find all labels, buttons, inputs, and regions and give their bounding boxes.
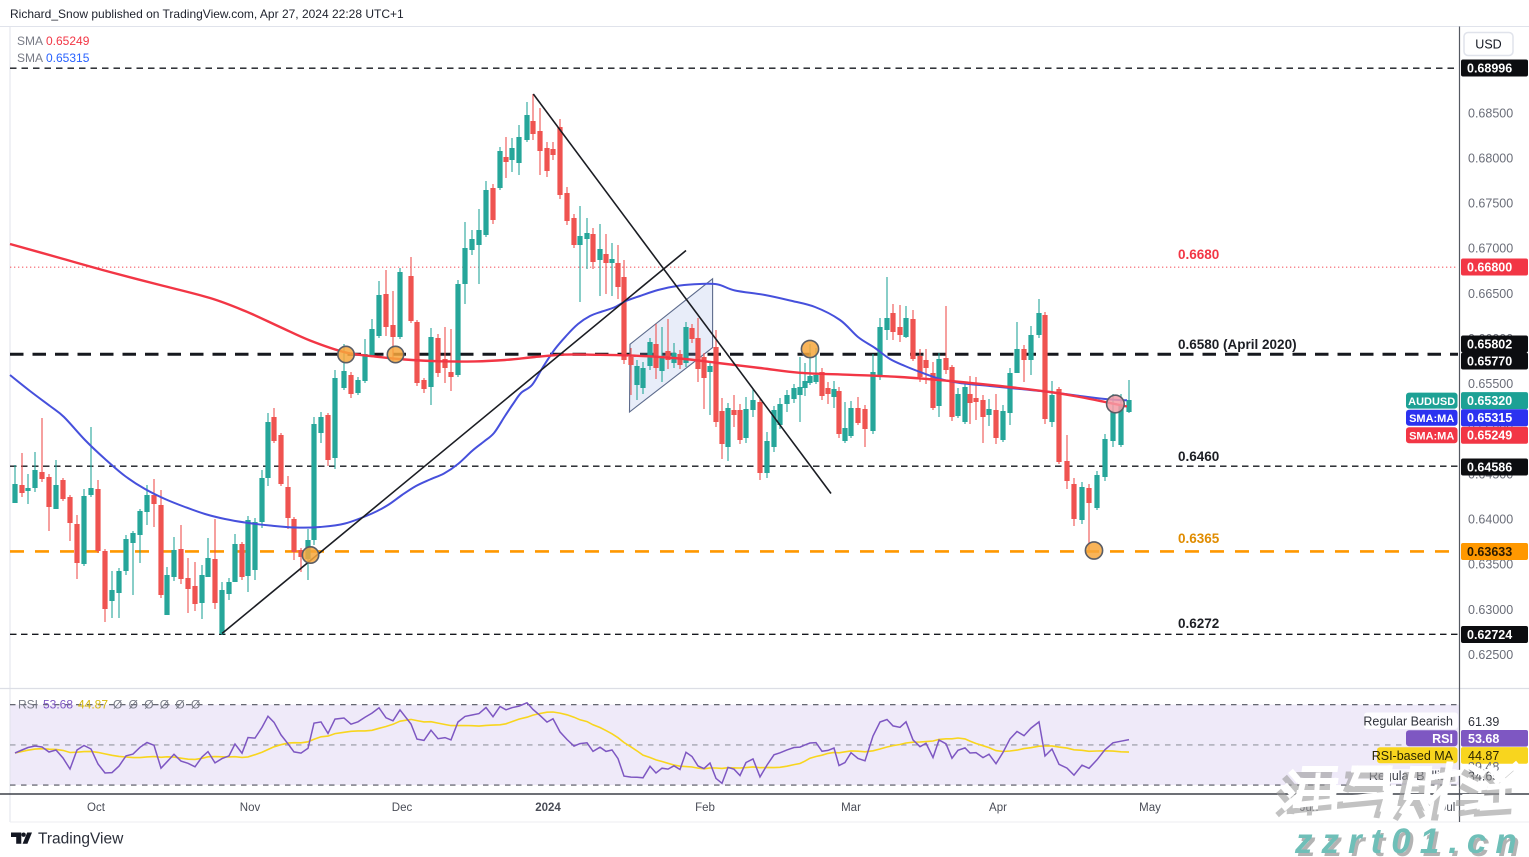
svg-text:44.87: 44.87	[1468, 749, 1499, 763]
svg-text:Nov: Nov	[240, 802, 261, 814]
svg-text:0.64586: 0.64586	[1467, 460, 1512, 474]
svg-text:SMA: SMA	[17, 34, 43, 48]
svg-text:0.68996: 0.68996	[1467, 61, 1512, 75]
svg-text:0.6460: 0.6460	[1178, 449, 1219, 464]
svg-text:0.6365: 0.6365	[1178, 531, 1220, 546]
svg-text:RSI: RSI	[18, 698, 38, 712]
svg-text:zzrt01.cn: zzrt01.cn	[1294, 822, 1526, 857]
svg-text:Mar: Mar	[841, 802, 861, 814]
svg-text:SMA: SMA	[17, 51, 43, 65]
svg-text:Ø: Ø	[160, 698, 169, 712]
svg-text:0.65249: 0.65249	[46, 34, 90, 48]
svg-text:May: May	[1139, 802, 1161, 814]
svg-text:0.68000: 0.68000	[1468, 151, 1513, 165]
svg-text:0.63633: 0.63633	[1467, 545, 1512, 559]
svg-text:2024: 2024	[535, 802, 561, 814]
svg-text:44.87: 44.87	[78, 698, 108, 712]
svg-text:0.6272: 0.6272	[1178, 616, 1219, 631]
svg-text:0.6580 (April 2020): 0.6580 (April 2020)	[1178, 337, 1297, 352]
svg-text:0.63000: 0.63000	[1468, 603, 1513, 617]
svg-text:TradingView: TradingView	[38, 831, 124, 848]
svg-text:0.62500: 0.62500	[1468, 648, 1513, 662]
svg-text:RSI-based MA: RSI-based MA	[1372, 749, 1454, 763]
svg-text:SMA:MA: SMA:MA	[1409, 413, 1454, 425]
svg-text:Oct: Oct	[87, 802, 106, 814]
svg-text:0.65320: 0.65320	[1467, 394, 1512, 408]
svg-text:0.68500: 0.68500	[1468, 106, 1513, 120]
svg-text:0.65802: 0.65802	[1467, 337, 1512, 351]
svg-text:0.67500: 0.67500	[1468, 197, 1513, 211]
svg-text:AUDUSD: AUDUSD	[1408, 396, 1455, 408]
svg-text:USD: USD	[1475, 38, 1501, 52]
svg-text:Regular Bearish: Regular Bearish	[1363, 715, 1453, 729]
svg-text:Ø: Ø	[144, 698, 153, 712]
svg-text:zzrt01.cn: zzrt01.cn	[1297, 825, 1529, 857]
svg-text:61.39: 61.39	[1468, 715, 1499, 729]
svg-text:53.68: 53.68	[43, 698, 73, 712]
svg-text:0.66500: 0.66500	[1468, 287, 1513, 301]
svg-text:Dec: Dec	[392, 802, 413, 814]
svg-text:0.65770: 0.65770	[1467, 354, 1512, 368]
svg-text:0.66800: 0.66800	[1467, 260, 1512, 274]
svg-text:0.65500: 0.65500	[1468, 377, 1513, 391]
svg-text:53.68: 53.68	[1468, 732, 1499, 746]
svg-text:0.64000: 0.64000	[1468, 513, 1513, 527]
svg-text:Ø: Ø	[191, 698, 200, 712]
svg-text:Ø: Ø	[113, 698, 122, 712]
svg-text:0.62724: 0.62724	[1467, 628, 1512, 642]
svg-text:0.6680: 0.6680	[1178, 247, 1219, 262]
svg-text:SMA:MA: SMA:MA	[1409, 430, 1454, 442]
svg-text:Apr: Apr	[989, 802, 1007, 814]
svg-text:0.65315: 0.65315	[46, 51, 90, 65]
svg-text:Richard_Snow published on Trad: Richard_Snow published on TradingView.co…	[10, 7, 404, 21]
svg-text:RSI: RSI	[1432, 732, 1453, 746]
svg-text:0.67000: 0.67000	[1468, 242, 1513, 256]
svg-text:0.63500: 0.63500	[1468, 558, 1513, 572]
svg-text:0.65315: 0.65315	[1467, 411, 1512, 425]
svg-text:0.65249: 0.65249	[1467, 429, 1512, 443]
svg-text:Feb: Feb	[695, 802, 715, 814]
svg-text:Ø: Ø	[175, 698, 184, 712]
svg-text:Ø: Ø	[129, 698, 138, 712]
